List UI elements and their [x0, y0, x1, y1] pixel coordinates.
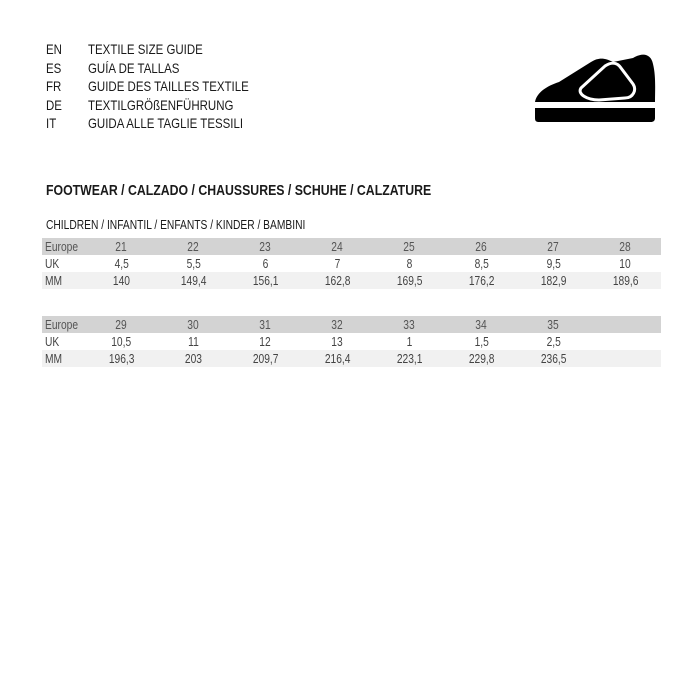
section-title: FOOTWEAR / CALZADO / CHAUSSURES / SCHUHE…: [46, 182, 432, 199]
size-cell: 4,5: [85, 255, 158, 272]
size-cell: 7: [301, 255, 374, 272]
row-label: UK: [42, 333, 86, 350]
size-cell: 12: [229, 333, 302, 350]
language-title: TEXTILE SIZE GUIDE: [88, 41, 203, 57]
size-cell: 27: [517, 238, 590, 255]
size-cell: 35: [517, 316, 590, 333]
size-cell: 9,5: [517, 255, 590, 272]
size-cell: 26: [445, 238, 518, 255]
language-row: FR GUIDE DES TAILLES TEXTILE: [46, 77, 284, 96]
size-cell: 216,4: [301, 350, 374, 367]
row-label: MM: [42, 272, 86, 289]
row-label: Europe: [42, 238, 86, 255]
size-cell: 10,5: [85, 333, 158, 350]
language-title: GUÍA DE TALLAS: [88, 59, 180, 76]
size-cell: 24: [301, 238, 374, 255]
language-title: TEXTILGRÖßENFÜHRUNG: [88, 96, 234, 113]
size-cell: 8: [373, 255, 446, 272]
table-row-uk: UK 10,5 11 12 13 1 1,5 2,5: [42, 333, 662, 350]
size-cell: 11: [157, 333, 230, 350]
size-cell: 25: [373, 238, 446, 255]
language-row: ES GUÍA DE TALLAS: [46, 59, 284, 78]
size-table-1: Europe 21 22 23 24 25 26 27 28 UK 4,5 5,5 6 7 8 8,5 9,5 1…: [42, 238, 662, 289]
shoe-velcro-icon: [535, 54, 656, 122]
size-cell: 30: [157, 316, 230, 333]
size-cell: 1,5: [445, 333, 518, 350]
size-cell: 229,8: [445, 350, 518, 367]
size-cell: 223,1: [373, 350, 446, 367]
language-code: FR: [46, 78, 62, 94]
size-cell: 31: [229, 316, 302, 333]
language-code: IT: [46, 115, 57, 131]
language-code: DE: [46, 96, 62, 113]
language-title: GUIDA ALLE TAGLIE TESSILI: [88, 115, 244, 131]
language-title: GUIDE DES TAILLES TEXTILE: [88, 78, 249, 94]
table-row-mm: MM 140 149,4 156,1 162,8 169,5 176,2 182,9 189,6: [42, 272, 662, 289]
size-cell: 209,7: [229, 350, 302, 367]
size-cell: [589, 350, 662, 367]
table-row-mm: MM 196,3 203 209,7 216,4 223,1 229,8 236,5: [42, 350, 662, 367]
size-cell: 6: [229, 255, 302, 272]
language-row: DE TEXTILGRÖßENFÜHRUNG: [46, 96, 284, 115]
size-cell: 176,2: [445, 272, 518, 289]
language-row: EN TEXTILE SIZE GUIDE: [46, 40, 284, 59]
table-row-uk: UK 4,5 5,5 6 7 8 8,5 9,5 10: [42, 255, 662, 272]
size-cell: 236,5: [517, 350, 590, 367]
subsection-title: CHILDREN / INFANTIL / ENFANTS / KINDER /…: [46, 218, 306, 232]
size-cell: 140: [85, 272, 158, 289]
row-label: Europe: [42, 316, 86, 333]
size-cell: 28: [589, 238, 662, 255]
language-code: EN: [46, 41, 62, 57]
size-cell: 5,5: [157, 255, 230, 272]
size-cell: 34: [445, 316, 518, 333]
size-cell: 32: [301, 316, 374, 333]
size-cell: [589, 333, 662, 350]
size-cell: 21: [85, 238, 158, 255]
row-label: UK: [42, 255, 86, 272]
size-cell: 8,5: [445, 255, 518, 272]
size-cell: 29: [85, 316, 158, 333]
language-row: IT GUIDA ALLE TAGLIE TESSILI: [46, 114, 284, 133]
size-cell: 149,4: [157, 272, 230, 289]
size-cell: 2,5: [517, 333, 590, 350]
row-label: MM: [42, 350, 86, 367]
language-code: ES: [46, 59, 62, 76]
language-list: EN TEXTILE SIZE GUIDE ES GUÍA DE TALLAS FR GU…: [46, 40, 284, 133]
size-cell: 169,5: [373, 272, 446, 289]
table-row-europe: Europe 21 22 23 24 25 26 27 28: [42, 238, 662, 255]
size-cell: 156,1: [229, 272, 302, 289]
size-cell: 203: [157, 350, 230, 367]
size-cell: 189,6: [589, 272, 662, 289]
size-cell: 1: [373, 333, 446, 350]
table-row-europe: Europe 29 30 31 32 33 34 35: [42, 316, 662, 333]
size-cell: 23: [229, 238, 302, 255]
size-cell: 10: [589, 255, 662, 272]
size-cell: 182,9: [517, 272, 590, 289]
size-cell: 196,3: [85, 350, 158, 367]
size-cell: 13: [301, 333, 374, 350]
size-cell: 33: [373, 316, 446, 333]
size-cell: 22: [157, 238, 230, 255]
size-cell: [589, 316, 662, 333]
size-table-2: Europe 29 30 31 32 33 34 35 UK 10,5 11 12 13 1 1,5 2,5 M…: [42, 316, 662, 367]
size-cell: 162,8: [301, 272, 374, 289]
